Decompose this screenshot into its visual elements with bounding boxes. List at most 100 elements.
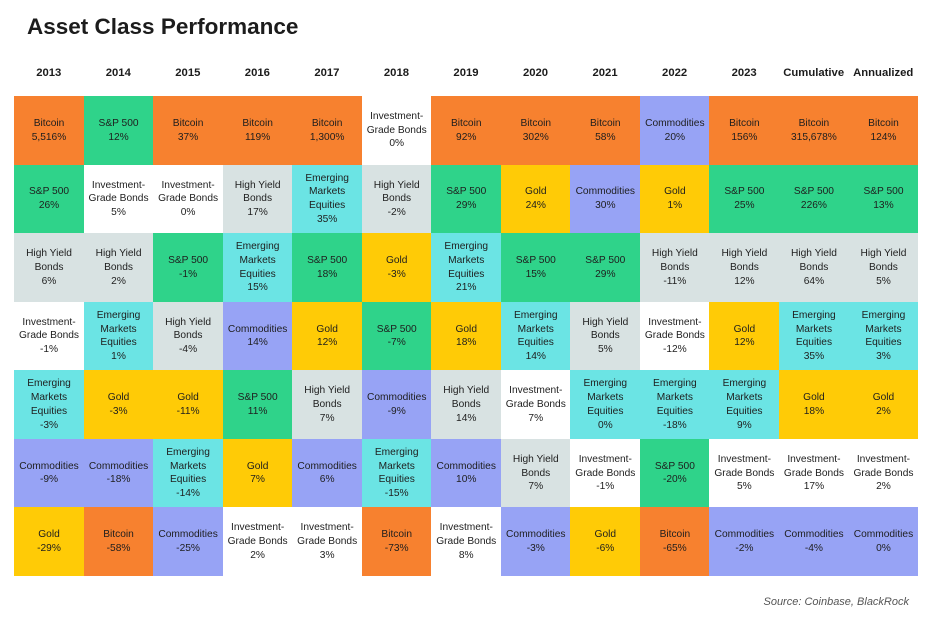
cell-value: 10% [456, 474, 477, 486]
cell-label-line: Investment- [22, 316, 76, 328]
cell-label-line: S&P 500 [793, 186, 834, 198]
column-header-2022: 2022 [662, 67, 688, 79]
cell-label-line: Bitcoin [242, 117, 273, 129]
chart-title: Asset Class Performance [27, 14, 299, 39]
cell-s-p-500: S&P 500 11% [222, 370, 293, 440]
source-note: Source: Coinbase, BlackRock [763, 596, 909, 608]
cell-commodities: Commodities -4% [778, 507, 849, 577]
cell-label-line: Bonds [34, 261, 64, 273]
cell-value: 24% [525, 200, 546, 212]
cell-label-line: Markets [865, 323, 902, 335]
cell-label-line: Gold [316, 323, 338, 335]
cell-value: 37% [177, 131, 199, 143]
cell-gold: Gold 12% [292, 301, 363, 371]
cell-value: 156% [731, 131, 758, 143]
cell-label-line: High Yield [512, 453, 559, 465]
cell-high-yield-bonds: High Yield Bonds -2% [361, 164, 432, 234]
cell-s-p-500: S&P 500 -1% [153, 233, 224, 303]
cell-s-p-500: S&P 500 -7% [361, 301, 432, 371]
cell-label-line: Markets [795, 323, 833, 335]
performance-grid: Bitcoin 5,516% S&P 500 26% High Yield Bonds 6%… [14, 96, 919, 577]
cell-value: 5% [597, 344, 613, 356]
cell-value: 2% [876, 481, 891, 493]
cell-value: 30% [595, 200, 616, 212]
cell-label-line: Markets [378, 460, 415, 472]
cell-commodities: Commodities 10% [431, 438, 502, 508]
cell-value: -3% [39, 419, 59, 431]
cell-investment-grade-bonds: Investment- Grade Bonds 2% [222, 507, 293, 577]
cell-s-p-500: S&P 500 12% [83, 96, 154, 166]
cell-label-line: Gold [107, 392, 130, 404]
cell-emerging-markets-equities: Emerging Markets Equities -3% [14, 370, 85, 440]
cell-investment-grade-bonds: Investment- Grade Bonds -1% [14, 301, 85, 371]
cell-label-line: Investment- [856, 453, 911, 465]
cell-label-line: Grade Bonds [783, 467, 844, 479]
cell-s-p-500: S&P 500 25% [709, 164, 780, 234]
cell-label-line: Bitcoin [798, 117, 830, 129]
cell-s-p-500: S&P 500 18% [292, 233, 363, 303]
cell-label-line: Markets [448, 254, 485, 266]
cell-label-line: Grade Bonds [575, 467, 636, 479]
cell-high-yield-bonds: High Yield Bonds 12% [709, 233, 780, 303]
cell-label-line: S&P 500 [446, 186, 487, 198]
cell-value: 21% [456, 282, 477, 294]
cell-label-line: Bonds [799, 261, 829, 273]
column-header-2013: 2013 [36, 67, 62, 79]
cell-label-line: Bonds [660, 261, 690, 273]
cell-commodities: Commodities -9% [361, 370, 432, 440]
cell-label-line: Grade Bonds [297, 536, 358, 548]
cell-value: 6% [41, 275, 57, 287]
cell-commodities: Commodities -9% [14, 438, 85, 508]
cell-value: 1,300% [309, 131, 345, 143]
cell-label-line: Bonds [104, 261, 133, 273]
cell-value: -3% [526, 542, 545, 554]
cell-label-line: High Yield [582, 316, 629, 328]
cell-label-line: Gold [664, 186, 686, 198]
cell-value: -15% [384, 488, 409, 500]
cell-value: 124% [870, 131, 897, 143]
cell-label-line: Grade Bonds [158, 193, 219, 205]
cell-investment-grade-bonds: Investment- Grade Bonds 2% [848, 438, 919, 508]
cell-label-line: Bitcoin [381, 529, 412, 541]
cell-s-p-500: S&P 500 226% [778, 164, 849, 234]
cell-label-line: Commodities [853, 529, 914, 541]
cell-emerging-markets-equities: Emerging Markets Equities 1% [83, 301, 154, 371]
cell-label-line: Commodities [297, 460, 357, 472]
cell-label-line: High Yield [860, 248, 907, 260]
cell-emerging-markets-equities: Emerging Markets Equities 15% [222, 233, 293, 303]
column-header-cumulative: Cumulative [783, 67, 845, 79]
cell-label-line: S&P 500 [29, 186, 70, 198]
cell-value: 18% [456, 337, 477, 349]
cell-value: 14% [525, 350, 546, 362]
cell-high-yield-bonds: High Yield Bonds 2% [83, 233, 154, 303]
cell-label-line: Markets [169, 460, 207, 472]
cell-value: 12% [734, 337, 755, 349]
cell-label-line: S&P 500 [168, 254, 209, 266]
cell-label-line: Markets [309, 186, 346, 198]
cell-investment-grade-bonds: Investment- Grade Bonds 0% [361, 96, 432, 166]
cell-label-line: Grade Bonds [227, 536, 288, 548]
cell-commodities: Commodities -18% [83, 438, 154, 508]
cell-label-line: Commodities [645, 117, 705, 129]
column-header-2017: 2017 [314, 67, 340, 79]
cell-gold: Gold 24% [500, 164, 571, 234]
cell-commodities: Commodities 0% [848, 507, 919, 577]
cell-value: 29% [595, 268, 616, 280]
cell-label-line: Gold [594, 529, 617, 541]
cell-label-line: S&P 500 [98, 117, 139, 129]
cell-label-line: Markets [239, 254, 276, 266]
cell-emerging-markets-equities: Emerging Markets Equities 3% [848, 301, 919, 371]
cell-label-line: Investment- [578, 453, 632, 465]
cell-value: 64% [803, 275, 825, 287]
cell-value: 302% [522, 131, 549, 143]
cell-label-line: Bonds [590, 330, 620, 342]
cell-label-line: Investment- [91, 179, 146, 191]
cell-label-line: Bitcoin [590, 117, 621, 129]
cell-value: 12% [734, 275, 755, 287]
cell-label-line: Investment- [370, 110, 424, 122]
cell-label-line: Gold [455, 323, 477, 335]
cell-label-line: Bonds [521, 467, 551, 479]
cell-label-line: Emerging [305, 172, 349, 184]
cell-value: 15% [247, 282, 268, 294]
cell-label-line: Bitcoin [172, 117, 204, 129]
